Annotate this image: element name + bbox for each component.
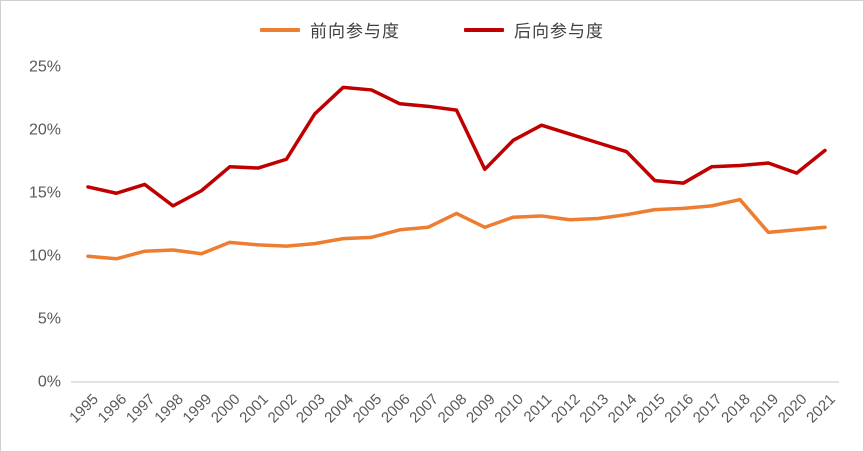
y-tick-label: 20% [29, 122, 61, 139]
series-line-backward [86, 85, 827, 208]
x-axis-tick-labels: 1995199619971998199920002001200220032004… [66, 391, 839, 427]
legend-line-swatch-forward [260, 27, 300, 32]
x-tick-label: 1995 [66, 391, 102, 427]
x-tick-label: 2020 [775, 391, 811, 427]
x-tick-label: 2007 [406, 391, 442, 427]
y-axis-tick-labels: 0% 5% 10% 15% 20% 25% [29, 59, 61, 391]
x-tick-label: 2010 [491, 391, 527, 427]
chart-legend: 前向参与度 后向参与度 [1, 17, 863, 42]
legend-label-forward: 前向参与度 [310, 22, 400, 41]
y-tick-label: 15% [29, 185, 61, 202]
x-tick-label: 2012 [548, 391, 584, 427]
x-tick-label: 2002 [265, 391, 301, 427]
legend-item-forward: 前向参与度 [260, 17, 400, 42]
x-tick-label: 2001 [236, 391, 272, 427]
y-tick-label: 25% [29, 59, 61, 76]
x-tick-label: 2004 [321, 391, 357, 427]
x-tick-label: 2017 [690, 391, 726, 427]
y-tick-label: 5% [38, 311, 61, 328]
x-tick-label: 2018 [718, 391, 754, 427]
x-tick-label: 2003 [293, 391, 329, 427]
x-tick-label: 2019 [747, 391, 783, 427]
y-tick-label: 0% [38, 374, 61, 391]
x-tick-label: 2009 [463, 391, 499, 427]
series-line-forward [86, 197, 827, 261]
x-tick-label: 2013 [576, 391, 612, 427]
y-tick-label: 10% [29, 248, 61, 265]
x-tick-label: 1999 [180, 391, 216, 427]
x-tick-label: 2014 [605, 391, 641, 427]
x-tick-label: 2021 [803, 391, 839, 427]
x-tick-label: 1996 [95, 391, 131, 427]
x-tick-label: 1998 [151, 391, 187, 427]
series-lines [86, 85, 827, 261]
x-tick-label: 2008 [435, 391, 471, 427]
legend-item-backward: 后向参与度 [464, 17, 604, 42]
x-tick-label: 2016 [661, 391, 697, 427]
x-tick-label: 2005 [350, 391, 386, 427]
x-tick-label: 2015 [633, 391, 669, 427]
x-tick-label: 2000 [208, 391, 244, 427]
x-tick-label: 2011 [521, 391, 556, 426]
x-tick-label: 1997 [123, 391, 159, 427]
x-tick-label: 2006 [378, 391, 414, 427]
legend-line-swatch-backward [464, 27, 504, 32]
legend-label-backward: 后向参与度 [514, 22, 604, 41]
